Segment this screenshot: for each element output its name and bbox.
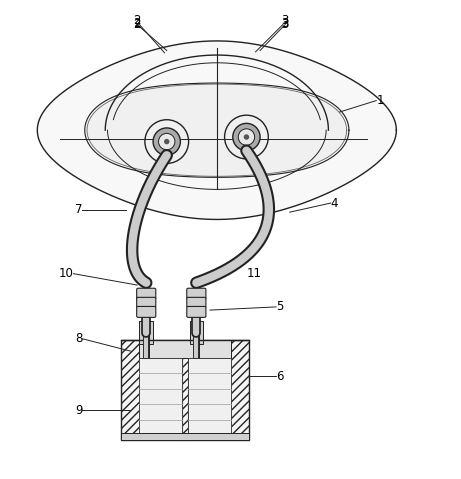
Text: 3: 3 <box>282 14 289 27</box>
Text: 3: 3 <box>282 18 289 31</box>
Text: 2: 2 <box>133 14 141 27</box>
FancyBboxPatch shape <box>187 307 206 318</box>
Text: 2: 2 <box>133 18 141 31</box>
Text: 10: 10 <box>59 267 73 280</box>
Circle shape <box>233 124 260 151</box>
Text: 6: 6 <box>276 370 284 383</box>
Bar <box>188 358 231 435</box>
Bar <box>182 340 188 440</box>
Text: 8: 8 <box>75 332 83 345</box>
Polygon shape <box>37 41 396 219</box>
FancyBboxPatch shape <box>136 288 156 299</box>
Bar <box>121 340 138 440</box>
Bar <box>121 433 249 440</box>
Text: 4: 4 <box>331 196 338 210</box>
Text: 9: 9 <box>75 404 83 417</box>
FancyBboxPatch shape <box>187 288 206 299</box>
Circle shape <box>159 133 175 150</box>
Circle shape <box>153 128 180 155</box>
Circle shape <box>244 134 249 140</box>
Bar <box>138 358 182 435</box>
FancyBboxPatch shape <box>136 297 156 308</box>
Bar <box>231 340 249 440</box>
Text: 5: 5 <box>276 300 284 313</box>
Text: 1: 1 <box>376 94 384 107</box>
Circle shape <box>238 129 254 145</box>
Bar <box>121 340 249 440</box>
Text: 7: 7 <box>75 204 83 217</box>
Circle shape <box>164 139 170 144</box>
Text: 11: 11 <box>247 267 261 280</box>
Text: 3: 3 <box>282 17 289 30</box>
Text: 2: 2 <box>133 17 141 30</box>
FancyBboxPatch shape <box>187 297 206 308</box>
Bar <box>139 321 153 344</box>
Bar <box>138 340 231 358</box>
Bar <box>189 321 203 344</box>
Polygon shape <box>85 83 349 177</box>
FancyBboxPatch shape <box>136 307 156 318</box>
